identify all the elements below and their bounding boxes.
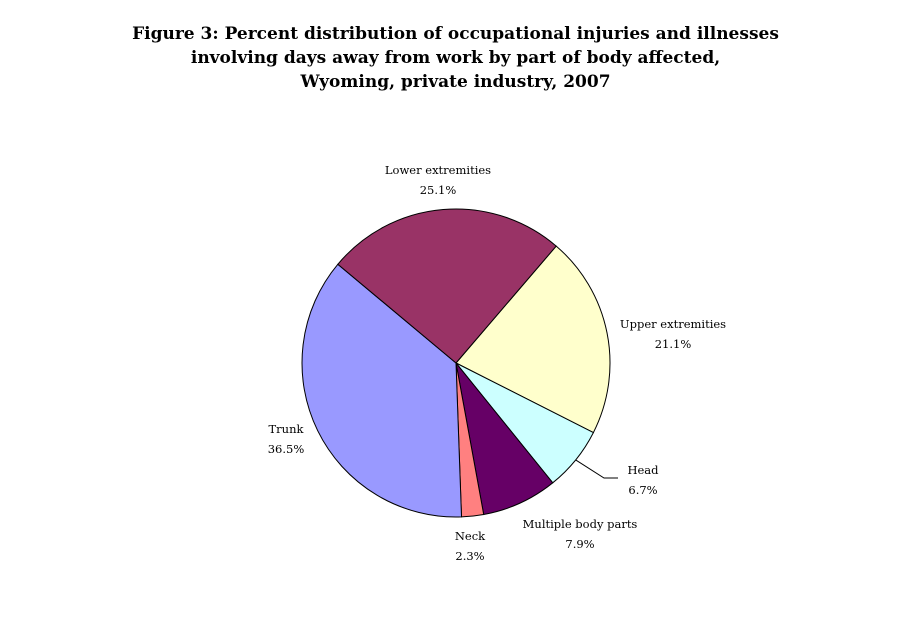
- slice-label-name: Lower extremities: [385, 163, 491, 177]
- slice-label-upper-extremities: Upper extremities 21.1%: [620, 317, 726, 351]
- pie-slice-upper-extremities: [455, 245, 611, 434]
- slice-label-lower-extremities: Lower extremities 25.1%: [385, 163, 491, 197]
- chart-title-line-3: Wyoming, private industry, 2007: [300, 72, 611, 92]
- slice-label-name: Neck: [455, 529, 486, 543]
- slice-label-value: 36.5%: [268, 442, 305, 456]
- pie-slice-trunk: [301, 263, 463, 518]
- slice-label-value: 25.1%: [420, 183, 457, 197]
- slice-label-name: Multiple body parts: [523, 517, 638, 531]
- slice-label-value: 6.7%: [628, 483, 657, 497]
- pie-slice-lower-extremities: [337, 208, 557, 364]
- slice-label-value: 7.9%: [565, 537, 594, 551]
- slice-label-head: Head 6.7%: [627, 463, 659, 497]
- slice-label-value: 21.1%: [655, 337, 692, 351]
- chart-title-line-1: Figure 3: Percent distribution of occupa…: [132, 24, 779, 44]
- chart-title-line-2: involving days away from work by part of…: [190, 48, 721, 68]
- leader-line-head: [575, 459, 618, 479]
- slice-label-name: Upper extremities: [620, 317, 726, 331]
- slice-label-name: Head: [627, 463, 659, 477]
- slice-label-name: Trunk: [269, 422, 305, 436]
- slice-label-trunk: Trunk 36.5%: [268, 422, 305, 456]
- slice-label-neck: Neck 2.3%: [455, 529, 486, 563]
- slice-label-value: 2.3%: [455, 549, 484, 563]
- chart-title: Figure 3: Percent distribution of occupa…: [0, 22, 911, 94]
- slice-label-multiple-body-parts: Multiple body parts 7.9%: [523, 517, 638, 551]
